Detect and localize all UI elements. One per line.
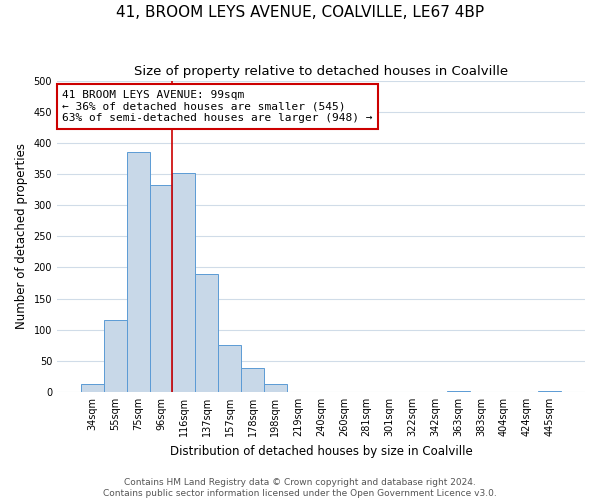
Bar	[447, 390, 470, 392]
X-axis label: Distribution of detached houses by size in Coalville: Distribution of detached houses by size …	[170, 444, 472, 458]
Bar	[241, 368, 264, 392]
Text: 41, BROOM LEYS AVENUE, COALVILLE, LE67 4BP: 41, BROOM LEYS AVENUE, COALVILLE, LE67 4…	[116, 5, 484, 20]
Text: 41 BROOM LEYS AVENUE: 99sqm
← 36% of detached houses are smaller (545)
63% of se: 41 BROOM LEYS AVENUE: 99sqm ← 36% of det…	[62, 90, 373, 123]
Bar	[218, 344, 241, 392]
Title: Size of property relative to detached houses in Coalville: Size of property relative to detached ho…	[134, 65, 508, 78]
Bar	[149, 184, 172, 392]
Bar	[104, 320, 127, 392]
Bar	[81, 384, 104, 392]
Bar	[264, 384, 287, 392]
Y-axis label: Number of detached properties: Number of detached properties	[15, 143, 28, 329]
Bar	[127, 152, 149, 392]
Text: Contains HM Land Registry data © Crown copyright and database right 2024.
Contai: Contains HM Land Registry data © Crown c…	[103, 478, 497, 498]
Bar	[172, 172, 196, 392]
Bar	[538, 390, 561, 392]
Bar	[196, 274, 218, 392]
